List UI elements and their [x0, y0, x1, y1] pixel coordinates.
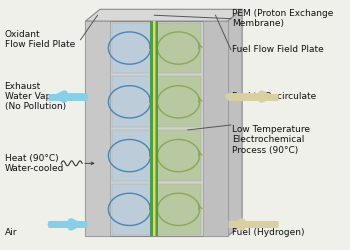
Polygon shape	[85, 9, 242, 21]
Bar	[112, 23, 154, 74]
Bar	[156, 184, 201, 235]
Bar	[112, 76, 154, 127]
Bar	[112, 130, 154, 181]
Bar	[85, 21, 228, 236]
Text: Fuel to Recirculate: Fuel to Recirculate	[232, 92, 317, 101]
Bar	[150, 21, 154, 236]
Text: Low Temperature
Electrochemical
Process (90°C): Low Temperature Electrochemical Process …	[232, 125, 310, 155]
Bar	[156, 21, 158, 236]
Bar	[155, 21, 156, 236]
Text: PEM (Proton Exchange
Membrane): PEM (Proton Exchange Membrane)	[232, 9, 334, 29]
Text: Exhaust
Water Vapor
(No Pollution): Exhaust Water Vapor (No Pollution)	[5, 82, 66, 112]
Text: Fuel (Hydrogen): Fuel (Hydrogen)	[232, 228, 305, 237]
Polygon shape	[228, 9, 242, 236]
Text: Air: Air	[5, 228, 17, 237]
Bar	[85, 21, 110, 236]
Bar	[156, 130, 201, 181]
Bar	[112, 184, 154, 235]
Bar	[156, 23, 201, 74]
Bar	[156, 76, 201, 127]
Text: Oxidant
Flow Field Plate: Oxidant Flow Field Plate	[5, 30, 75, 50]
Text: Fuel Flow Field Plate: Fuel Flow Field Plate	[232, 45, 324, 54]
Text: Heat (90°C)
Water-cooled: Heat (90°C) Water-cooled	[5, 154, 64, 173]
Bar	[153, 21, 155, 236]
Bar	[203, 21, 228, 236]
